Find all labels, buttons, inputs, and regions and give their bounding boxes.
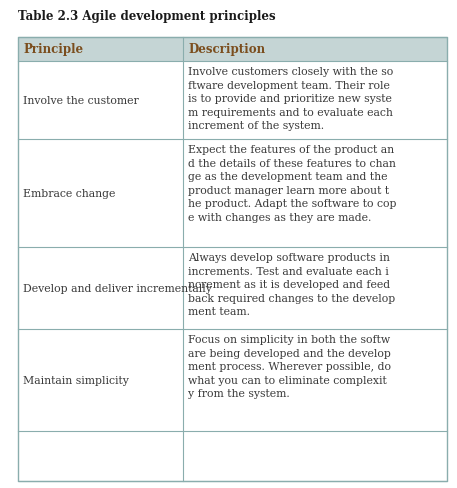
Text: Involve the customer: Involve the customer xyxy=(23,96,139,106)
Text: Principle: Principle xyxy=(23,43,83,57)
Text: Table 2.3 Agile development principles: Table 2.3 Agile development principles xyxy=(18,10,276,23)
Bar xyxy=(18,38,447,62)
Text: Description: Description xyxy=(188,43,266,57)
Text: Maintain simplicity: Maintain simplicity xyxy=(23,375,129,385)
Text: Expect the features of the product an
d the details of these features to chan
ge: Expect the features of the product an d … xyxy=(188,145,397,223)
Text: Focus on simplicity in both the softw
are being developed and the develop
ment p: Focus on simplicity in both the softw ar… xyxy=(188,334,391,399)
Text: Develop and deliver incrementally: Develop and deliver incrementally xyxy=(23,284,212,293)
Text: Always develop software products in
increments. Test and evaluate each i
ncremen: Always develop software products in incr… xyxy=(188,252,395,317)
Text: Involve customers closely with the so
ftware development team. Their role
is to : Involve customers closely with the so ft… xyxy=(188,67,393,131)
Text: Embrace change: Embrace change xyxy=(23,189,115,199)
